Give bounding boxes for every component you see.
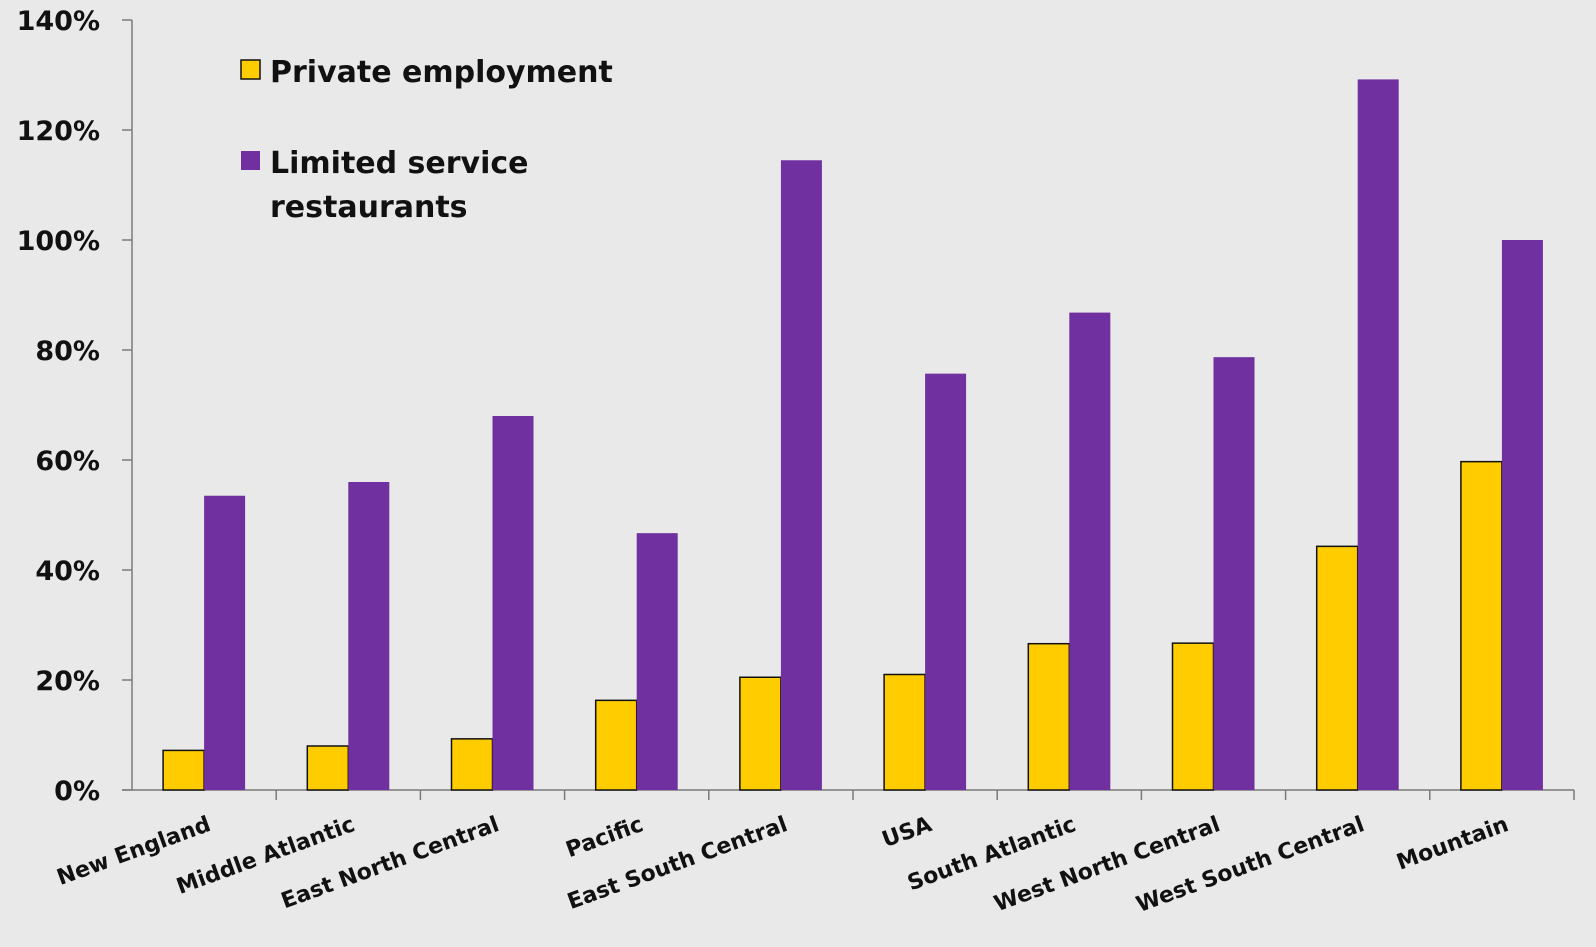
y-tick-label: 100% <box>17 226 100 257</box>
bar-private-employment <box>739 676 782 791</box>
bar-private-employment <box>1027 642 1071 791</box>
y-tick-label: 40% <box>35 556 100 587</box>
bar-private-employment <box>594 699 638 791</box>
legend-swatch <box>240 59 261 80</box>
bar-limited-service-restaurants <box>780 160 822 790</box>
legend: Private employment Limited service restaur… <box>240 55 613 225</box>
bar-private-employment <box>1315 545 1359 791</box>
y-tick-label: 60% <box>35 446 100 477</box>
y-tick-label: 120% <box>17 116 100 147</box>
legend-label: Limited service <box>270 146 529 181</box>
bar-private-employment <box>1460 460 1503 791</box>
bar-private-employment <box>450 738 494 791</box>
bar-private-employment <box>162 749 205 791</box>
y-tick-label: 140% <box>17 6 100 37</box>
y-tick-label: 0% <box>54 776 100 807</box>
bar-limited-service-restaurants <box>1501 240 1543 790</box>
bar-private-employment <box>306 745 350 791</box>
bar-limited-service-restaurants <box>1357 79 1399 790</box>
bar-limited-service-restaurants <box>925 373 967 790</box>
bar-private-employment <box>1171 642 1215 791</box>
bar-limited-service-restaurants <box>348 482 390 790</box>
y-tick-label: 20% <box>35 666 100 697</box>
y-tick-label: 80% <box>35 336 100 367</box>
bar-limited-service-restaurants <box>636 533 678 790</box>
bars <box>162 79 1543 791</box>
legend-swatch <box>241 151 260 170</box>
bar-limited-service-restaurants <box>1213 357 1255 790</box>
bar-limited-service-restaurants <box>1069 312 1111 790</box>
bar-limited-service-restaurants <box>492 416 534 790</box>
y-axis: 0% 20% 40% 60% 80% 100% 120% 140% <box>17 6 133 807</box>
bar-private-employment <box>883 673 926 791</box>
legend-label: restaurants <box>270 190 468 225</box>
legend-label: Private employment <box>270 55 613 90</box>
bar-limited-service-restaurants <box>204 495 246 790</box>
